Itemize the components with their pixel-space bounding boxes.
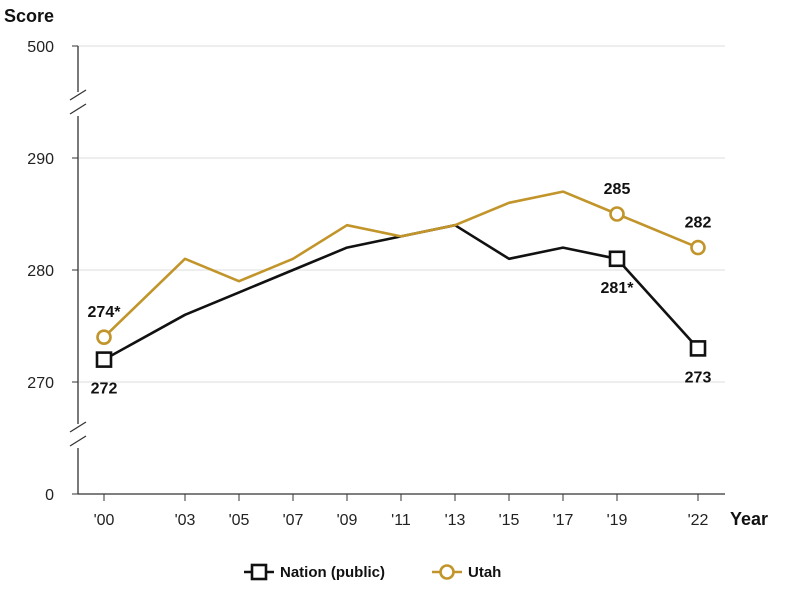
x-tick-label: '11 (391, 512, 411, 529)
x-tick-label: '19 (607, 512, 628, 529)
y-axis-title: Score (4, 6, 54, 26)
y-tick-label: 500 (27, 39, 54, 56)
axis-break-mark (69, 103, 87, 115)
axis-break-mark (69, 89, 87, 101)
axes: 500 290 280 270 0 '00 '03 '05 '07 '09 '11 '13 '15 '17… (4, 6, 768, 529)
nation-point-marker (608, 250, 626, 268)
x-tick-label: '00 (94, 512, 115, 529)
utah-point-marker (690, 239, 706, 256)
data-label: 282 (685, 215, 712, 232)
legend-square-marker (250, 563, 268, 581)
series-line-utah (103, 190, 699, 339)
axis-break-mark (69, 421, 87, 433)
legend-item-utah: Utah (432, 564, 501, 581)
x-tick-label: '09 (337, 512, 358, 529)
data-label: 273 (685, 369, 712, 386)
data-label: 274* (88, 304, 122, 321)
legend-item-nation: Nation (public) (244, 563, 385, 581)
y-tick-label: 290 (27, 151, 54, 168)
utah-point-marker (96, 329, 112, 346)
x-axis-title: Year (730, 509, 768, 529)
x-tick-label: '05 (229, 512, 250, 529)
x-tick-label: '17 (553, 512, 574, 529)
data-label: 285 (604, 181, 631, 198)
y-tick-label: 280 (27, 263, 54, 280)
nation-point-marker (95, 351, 113, 368)
data-label: 281* (601, 280, 635, 297)
x-tick-label: '13 (445, 512, 466, 529)
legend-label: Nation (public) (280, 564, 385, 581)
legend-label: Utah (468, 564, 501, 581)
utah-point-marker (609, 206, 625, 222)
nation-point-marker (689, 340, 707, 357)
data-label: 272 (91, 381, 118, 398)
x-tick-label: '07 (283, 512, 304, 529)
legend: Nation (public) Utah (244, 563, 501, 581)
y-tick-label: 270 (27, 375, 54, 392)
axis-break-mark (69, 435, 87, 447)
x-tick-label: '22 (688, 512, 709, 529)
series-markers (95, 206, 707, 368)
series-lines (103, 190, 699, 361)
legend-circle-marker (439, 564, 455, 580)
y-tick-label: 0 (45, 487, 54, 504)
gridlines (78, 45, 725, 383)
x-tick-label: '03 (175, 512, 196, 529)
x-tick-label: '15 (499, 512, 520, 529)
data-labels: 274* 272 285 281* 282 273 (88, 181, 712, 398)
